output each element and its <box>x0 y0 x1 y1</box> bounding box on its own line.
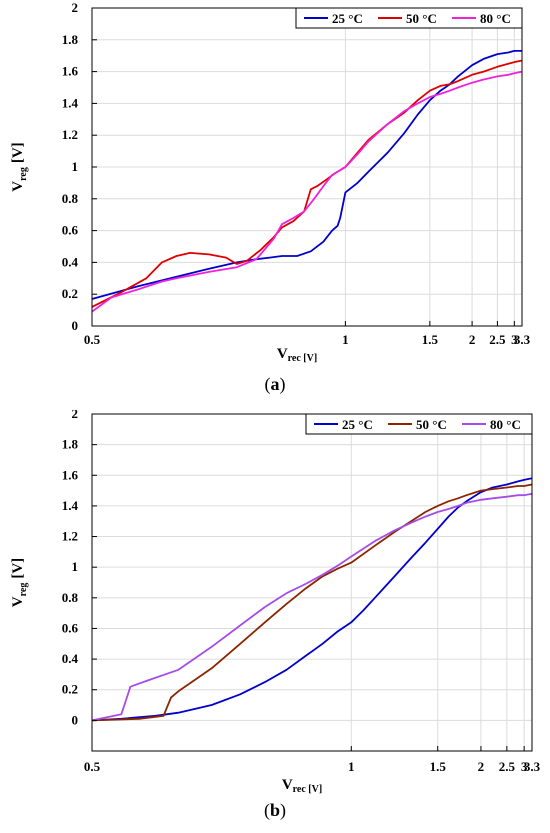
b-x-tick-label: 0.5 <box>84 759 101 774</box>
b-y-tick-label: 0 <box>72 712 79 727</box>
b-x-tick-label: 3.3 <box>524 759 541 774</box>
b-y-axis-label-unit: [V] <box>10 558 26 579</box>
b-x-axis-label: Vrec [V] <box>282 777 322 795</box>
b-y-tick-label: 2 <box>72 410 79 421</box>
a-y-tick-label: 0.4 <box>62 254 79 269</box>
b-legend-label-3: 80 °C <box>490 417 521 432</box>
a-caption: (a) <box>265 374 286 395</box>
a-y-tick-label: 1.4 <box>62 95 79 110</box>
b-plot-area <box>92 414 532 751</box>
a-x-tick-label: 1.5 <box>422 332 439 347</box>
b-series-line-2 <box>91 483 533 722</box>
b-legend-label-1: 25 °C <box>342 417 373 432</box>
a-series-line-3 <box>91 70 523 313</box>
b-x-axis-label-main: V <box>282 777 293 793</box>
b-y-tick-label: 1.8 <box>62 437 79 452</box>
b-legend-label-2: 50 °C <box>416 417 447 432</box>
b-y-axis-label-main: V <box>10 596 26 607</box>
a-legend-label-1: 25 °C <box>332 11 363 26</box>
b-y-tick-label: 0.4 <box>62 651 79 666</box>
a-x-tick-label: 3.3 <box>514 332 531 347</box>
a-x-tick-label: 2.5 <box>489 332 506 347</box>
a-x-axis-label-main: V <box>277 346 288 362</box>
a-y-axis-label-main: V <box>10 181 26 192</box>
b-y-tick-label: 0.2 <box>62 682 78 697</box>
b-x-tick-label: 2 <box>478 759 485 774</box>
a-series-line-2 <box>91 59 523 308</box>
a-x-tick-label: 2 <box>469 332 476 347</box>
a-y-tick-label: 1.6 <box>62 64 79 79</box>
a-y-tick-label: 1 <box>72 159 79 174</box>
a-legend-label-3: 80 °C <box>480 11 511 26</box>
b-y-tick-label: 1.6 <box>62 467 79 482</box>
b-x-tick-label: 2.5 <box>499 759 516 774</box>
a-legend-label-2: 50 °C <box>406 11 437 26</box>
b-x-tick-label: 3 <box>521 759 528 774</box>
chart-b: 0.5 1 1.5 2 2.5 33.3 0 0.2 0.4 0.6 0.8 1 1.2 1.4 1.6 1.… <box>10 410 541 821</box>
a-x-axis-label-sub: rec [V] <box>288 353 318 364</box>
a-y-axis-label-unit: [V] <box>10 142 26 163</box>
a-y-axis-label: Vreg [V] <box>10 142 29 191</box>
a-y-tick-label: 0.6 <box>62 223 79 238</box>
b-x-tick-label: 1.5 <box>430 759 447 774</box>
a-x-axis-label: Vrec [V] <box>277 346 317 364</box>
b-caption: (b) <box>264 800 286 821</box>
a-y-tick-label: 0.2 <box>62 286 78 301</box>
a-y-tick-label: 1.2 <box>62 127 78 142</box>
a-y-tick-label: 1.8 <box>62 32 79 47</box>
b-x-tick-label: 1 <box>348 759 355 774</box>
b-y-tick-label: 1.2 <box>62 529 78 544</box>
a-x-tick-label: 3 <box>511 332 518 347</box>
b-y-tick-label: 1 <box>72 559 79 574</box>
chart-a: 0.5 1 1.5 2 2.5 33.3 0 0.2 0.4 0.6 0.8 1 1.2 1.4 1.6 1.… <box>10 0 531 395</box>
b-y-axis-label-sub: reg <box>18 583 29 597</box>
b-legend-box <box>305 413 533 435</box>
a-y-axis-label-sub: reg <box>18 167 29 181</box>
b-y-tick-label: 0.6 <box>62 620 79 635</box>
b-y-tick-label: 1.4 <box>62 498 79 513</box>
a-x-tick-label: 1 <box>342 332 349 347</box>
a-y-tick-label: 0 <box>72 318 79 333</box>
b-series-line-3 <box>91 492 533 722</box>
a-y-tick-label: 0.8 <box>62 191 79 206</box>
a-x-tick-label: 0.5 <box>84 332 101 347</box>
b-y-tick-label: 0.8 <box>62 590 79 605</box>
a-legend-box <box>295 7 523 29</box>
a-y-tick-label: 2 <box>72 0 79 15</box>
b-y-axis-label: Vreg [V] <box>10 558 29 607</box>
b-x-axis-label-sub: rec [V] <box>293 784 323 795</box>
